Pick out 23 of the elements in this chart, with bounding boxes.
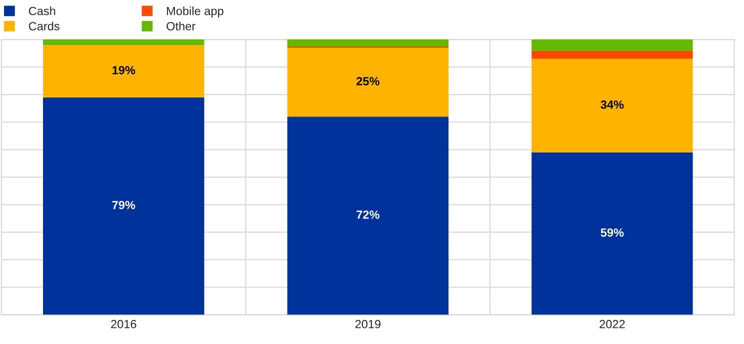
data-label: 34% (600, 100, 624, 109)
data-label: 79% (112, 200, 136, 210)
data-label: 19% (112, 66, 136, 74)
bar (43, 97, 204, 315)
legend-label: Cards (28, 22, 60, 30)
bar (287, 48, 449, 117)
bar (287, 40, 449, 46)
data-label: 59% (600, 228, 624, 237)
bar (43, 45, 204, 98)
data-label: 72% (356, 210, 380, 219)
data-label: 25% (356, 77, 380, 86)
bar (43, 40, 204, 46)
bar (287, 116, 449, 315)
x-tick-label: 2022 (600, 320, 625, 328)
legend-label: Mobile app (167, 6, 224, 18)
bar (532, 40, 693, 51)
x-tick-label: 2016 (111, 320, 136, 328)
bar (532, 58, 693, 152)
legend-label: Cash (28, 6, 56, 16)
bar (532, 152, 693, 315)
legend-label: Other (166, 22, 196, 30)
x-tick-label: 2019 (355, 320, 380, 328)
bar (532, 50, 693, 59)
